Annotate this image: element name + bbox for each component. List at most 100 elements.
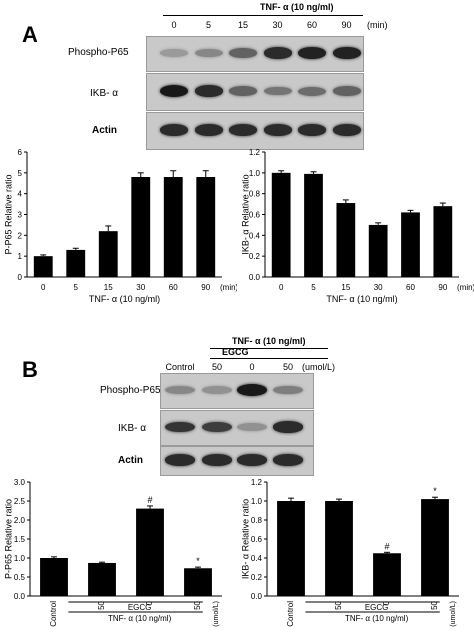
y-tick-label: 0.2 [251,573,263,582]
bar [184,568,212,596]
bar [421,499,449,596]
blot-band [202,386,232,394]
bar [271,172,291,277]
blot-band [229,48,257,58]
x-axis-label: TNF- α (10 ng/ml) [89,294,160,304]
blot-band [229,124,257,136]
x-axis-label: TNF- α (10 ng/ml) [108,614,172,623]
bar [325,501,353,596]
bar [196,177,216,277]
y-tick-label: 2.5 [14,497,26,506]
panel-a-time-label: 0 [171,20,177,30]
blot-band [165,421,195,433]
x-unit-label: (min) [220,283,237,292]
panel-b-lane-label: Control [165,362,195,372]
panel-a-time-unit: (min) [367,20,388,30]
bar [131,177,151,277]
y-tick-label: 0 [18,273,23,282]
chart-a-ikb: 0.0 0.2 0.4 0.6 0.8 1.0 1.2 IKB- α Relative rat… [240,148,474,304]
y-tick-label: 1.0 [251,497,263,506]
blot-band [165,385,195,395]
x-axis-label: TNF- α (10 ng/ml) [326,294,397,304]
y-tick-label: 3 [18,211,23,220]
panel-a-treatment-line [163,15,363,16]
panel-b-blot-label-phospho: Phospho-P65 [100,385,161,396]
y-tick-label: 0.6 [251,535,263,544]
x-tick-label: 0 [145,600,154,605]
chart-b-p65: 0.0 0.5 1.0 1.5 2.0 2.5 3.0 P-P65 Relative rati… [3,478,222,627]
x-tick-label: 60 [406,283,415,292]
bar-annotation: * [196,556,200,566]
y-tick-label: 0.4 [249,231,261,240]
x-tick-label: 90 [438,283,447,292]
bar-annotation: * [433,486,437,496]
panel-a-treatment-header: TNF- α (10 ng/ml) [260,2,334,12]
x-tick-label: 5 [74,283,79,292]
panel-b-treatment-header: TNF- α (10 ng/ml) [232,336,306,346]
panel-a-blot-label-ikb: IKB- α [90,88,119,99]
x-tick-label: 30 [374,283,383,292]
x-tick-label: 50 [430,600,439,609]
blot-band [332,47,361,59]
blot-band [298,47,326,59]
blot-band [194,85,223,97]
panel-b-egcg-line [210,358,328,359]
x-tick-label: 90 [201,283,210,292]
blot-band [237,384,267,396]
bar [368,224,388,277]
y-axis-label: P-P65 Relative ratio [3,499,13,579]
x-tick-label: 15 [104,283,113,292]
x-tick-label: 50 [334,600,343,609]
panel-a-time-label: 15 [237,20,248,30]
blot-band [298,86,326,96]
blot-band [194,124,223,136]
panel-a-time-label: 90 [341,20,352,30]
y-axis-label: P-P65 Relative ratio [3,174,13,254]
bar [277,501,305,596]
y-axis-label: IKB- α Relative ratio [240,499,250,579]
blot-band [263,47,292,59]
panel-b-letter: B [22,357,38,382]
x-tick-label: 5 [311,283,316,292]
blot-band [202,421,232,433]
group-label: EGCG [365,603,389,612]
x-tick-label: 30 [136,283,145,292]
panel-b-lane-label: 50 [211,362,222,372]
bar [401,212,420,277]
y-tick-label: 0.0 [14,592,26,601]
bar [304,173,323,277]
bar-annotation: # [147,495,152,505]
panel-b-egcg-header: EGCG [222,347,249,357]
x-tick-label: Control [49,601,58,627]
y-tick-label: 2 [18,231,23,240]
y-tick-label: 1.0 [249,169,261,178]
blot-band [165,454,195,466]
bar [88,562,116,596]
y-tick-label: 0.0 [251,592,263,601]
x-axis-label: TNF- α (10 ng/ml) [345,614,409,623]
bar [163,177,183,277]
bar [98,231,118,277]
x-tick-label: 0 [279,283,284,292]
panel-b-lane-unit: (umol/L) [302,362,336,372]
blot-band [263,86,292,96]
y-tick-label: 5 [18,169,23,178]
bar [336,203,356,277]
blot-band [332,86,361,96]
y-axis-label: IKB- α Relative ratio [240,174,250,254]
y-tick-label: 0.4 [251,554,263,563]
panel-b-blot-label-ikb: IKB- α [118,423,147,434]
panel-b-treatment-line [210,348,328,349]
x-unit-label: (umol/L) [450,601,457,627]
x-tick-label: 60 [169,283,178,292]
x-tick-label: 50 [97,600,106,609]
y-tick-label: 0.8 [251,516,263,525]
blot-band [202,454,232,466]
panel-a-letter: A [22,22,38,47]
blot-band [160,49,188,57]
panel-b-lane-label: 50 [282,362,293,372]
y-tick-label: 3.0 [14,478,26,487]
blot-band [298,124,326,136]
y-tick-label: 1.5 [14,535,26,544]
x-unit-label: (umol/L) [213,601,220,627]
